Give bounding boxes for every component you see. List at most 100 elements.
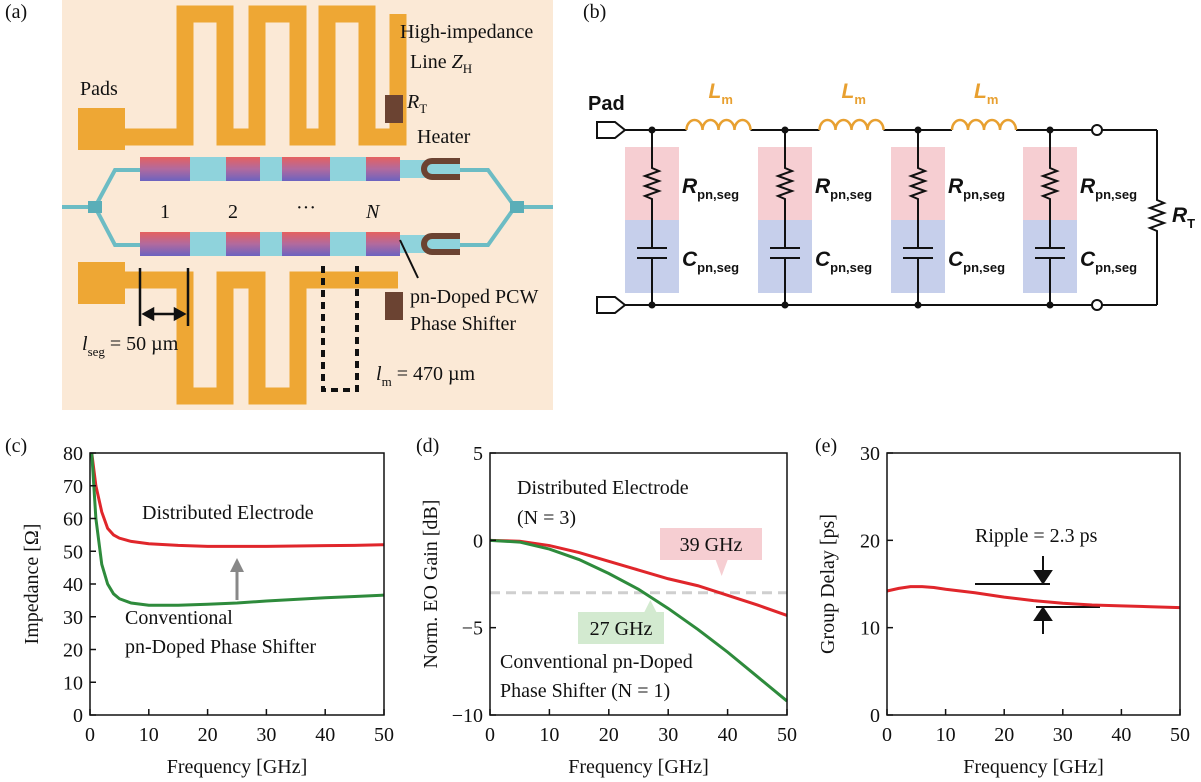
- terminal: [1092, 125, 1102, 135]
- x-tick-label: 10: [539, 724, 559, 746]
- panel-label: (e): [815, 435, 837, 457]
- y-tick-label: 60: [63, 509, 83, 531]
- y-tick-label: 50: [63, 541, 83, 563]
- subscript: m: [721, 92, 733, 107]
- panel-a: High-impedance Line ZH Pads RT Heater 1 …: [62, 0, 553, 410]
- symbol: R: [815, 175, 831, 198]
- subscript: m: [987, 92, 999, 107]
- subscript: m: [854, 92, 866, 107]
- annotation: Distributed Electrode: [142, 502, 314, 524]
- x-tick-label: 50: [777, 724, 797, 746]
- y-tick-label: 0: [73, 705, 83, 727]
- segment-label: 1: [160, 201, 170, 223]
- x-tick-label: 10: [936, 724, 956, 746]
- subscript: pn,seg: [830, 187, 872, 202]
- y-tick-label: 10: [63, 672, 83, 694]
- symbol: C: [682, 248, 698, 271]
- resistor: [385, 292, 403, 320]
- node: [915, 302, 922, 309]
- x-tick-label: 0: [882, 724, 892, 746]
- label-text: = 470 µm: [392, 363, 476, 385]
- x-tick-label: 0: [85, 724, 95, 746]
- component-label: Rpn,seg: [682, 175, 739, 202]
- component-label: Rpn,seg: [815, 175, 872, 202]
- x-tick-label: 40: [315, 724, 335, 746]
- symbol: C: [1080, 248, 1096, 271]
- label: Pad: [588, 93, 625, 115]
- y-tick-label: −5: [462, 618, 483, 640]
- subscript: pn,seg: [697, 260, 739, 275]
- node: [782, 302, 789, 309]
- symbol: R: [948, 175, 964, 198]
- symbol: R: [1172, 204, 1188, 227]
- label-text: Line: [410, 51, 452, 73]
- segment-label: ···: [296, 197, 316, 219]
- x-axis-label: Frequency [GHz]: [167, 756, 308, 778]
- annotation: (N = 3): [517, 507, 576, 529]
- subscript: seg: [88, 344, 106, 359]
- pad: [78, 108, 125, 150]
- series-line: [92, 453, 384, 546]
- annotation: Phase Shifter (N = 1): [500, 680, 670, 702]
- y-tick-label: 20: [63, 640, 83, 662]
- x-tick-label: 20: [599, 724, 619, 746]
- pad-symbol: [597, 122, 625, 313]
- symbol: C: [815, 248, 831, 271]
- callout-pointer: [644, 600, 656, 612]
- x-axis-label: Frequency [GHz]: [963, 756, 1104, 778]
- y-tick-label: 10: [860, 618, 880, 640]
- y-tick-label: 0: [473, 530, 483, 552]
- symbol: L: [974, 80, 987, 103]
- series-line: [887, 587, 1180, 608]
- y-tick-label: 80: [63, 443, 83, 465]
- x-tick-label: 30: [658, 724, 678, 746]
- segment-label: 2: [228, 201, 238, 223]
- symbol: L: [709, 80, 722, 103]
- x-tick-label: 50: [374, 724, 394, 746]
- component-label: Cpn,seg: [948, 248, 1005, 275]
- x-tick-label: 20: [994, 724, 1014, 746]
- component-label: Rpn,seg: [1080, 175, 1137, 202]
- subscript: m: [382, 374, 392, 389]
- x-tick-label: 30: [256, 724, 276, 746]
- coupler: [510, 201, 524, 213]
- component-label: Rpn,seg: [948, 175, 1005, 202]
- coupler: [88, 201, 102, 213]
- annotation: Ripple = 2.3 ps: [975, 525, 1098, 547]
- component-label: RT: [1172, 204, 1195, 231]
- figure: High-impedance Line ZH Pads RT Heater 1 …: [0, 0, 1201, 782]
- terminal: [1092, 300, 1102, 310]
- subscript: T: [419, 101, 427, 116]
- component-label: Lm: [974, 80, 998, 107]
- symbol: R: [1080, 175, 1096, 198]
- y-tick-label: 40: [63, 574, 83, 596]
- y-tick-label: 20: [860, 530, 880, 552]
- panel-b: Pad Rpn,segCpn,segLmRpn,segCpn,segLmRpn,…: [588, 80, 1195, 313]
- segment-label: N: [365, 201, 381, 223]
- inductor: [820, 120, 884, 130]
- component-label: Cpn,seg: [1080, 248, 1137, 275]
- panel-label: (b): [583, 1, 606, 23]
- x-tick-label: 30: [1053, 724, 1073, 746]
- y-tick-label: 30: [860, 443, 880, 465]
- annotation: pn-Doped Phase Shifter: [125, 636, 316, 658]
- label: Pads: [80, 78, 118, 100]
- node: [1047, 127, 1054, 134]
- component-label: Lm: [842, 80, 866, 107]
- label-text: = 50 µm: [105, 333, 179, 355]
- resistor: [1150, 130, 1164, 305]
- annotation: Distributed Electrode: [517, 477, 689, 499]
- label: Heater: [417, 126, 471, 148]
- y-axis-label: Norm. EO Gain [dB]: [420, 500, 442, 669]
- component-label: Cpn,seg: [682, 248, 739, 275]
- x-tick-label: 50: [1170, 724, 1190, 746]
- x-tick-label: 20: [198, 724, 218, 746]
- y-tick-label: 0: [870, 705, 880, 727]
- label: pn-Doped PCW: [410, 286, 538, 308]
- x-tick-label: 10: [139, 724, 159, 746]
- x-tick-label: 0: [485, 724, 495, 746]
- callout-pointer: [716, 560, 728, 576]
- resistor: [385, 95, 403, 123]
- y-axis-label: Group Delay [ps]: [817, 514, 839, 654]
- x-tick-label: 40: [1111, 724, 1131, 746]
